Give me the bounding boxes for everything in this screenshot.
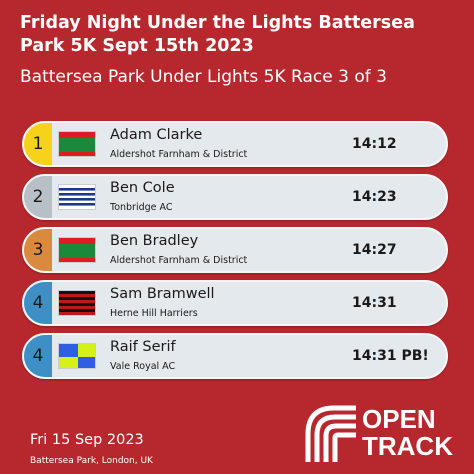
opentrack-wordmark: OPEN TRACK [362,406,453,460]
page-subtitle: Battersea Park Under Lights 5K Race 3 of… [20,67,387,87]
event-location: Battersea Park, London, UK [30,456,153,466]
logo-line-open: OPEN [362,404,436,434]
result-row: 1 Adam Clarke Aldershot Farnham & Distri… [22,121,448,167]
finish-time: 14:31 PB! [352,348,429,364]
event-date: Fri 15 Sep 2023 [30,432,144,448]
athlete-name: Ben Bradley [110,233,199,249]
club-flag [58,290,96,316]
position-badge: 4 [24,282,52,324]
athlete-name: Sam Bramwell [110,286,215,302]
logo-line-track: TRACK [362,431,453,461]
result-row: 3 Ben Bradley Aldershot Farnham & Distri… [22,227,448,273]
athlete-name: Ben Cole [110,180,175,196]
opentrack-logo: OPEN TRACK [304,404,464,468]
result-row: 4 Sam Bramwell Herne Hill Harriers 14:31 [22,280,448,326]
club-name: Tonbridge AC [110,202,173,213]
club-flag [58,184,96,210]
club-flag [58,237,96,263]
finish-time: 14:27 [352,242,397,258]
result-row: 2 Ben Cole Tonbridge AC 14:23 [22,174,448,220]
results-list: 1 Adam Clarke Aldershot Farnham & Distri… [22,121,448,386]
club-name: Vale Royal AC [110,361,176,372]
position-badge: 4 [24,335,52,377]
athlete-name: Raif Serif [110,339,176,355]
page-title: Friday Night Under the Lights Battersea … [20,13,415,56]
position-badge: 1 [24,123,52,165]
finish-time: 14:31 [352,295,397,311]
position-badge: 3 [24,229,52,271]
club-name: Aldershot Farnham & District [110,149,248,160]
result-row: 4 Raif Serif Vale Royal AC 14:31 PB! [22,333,448,379]
club-name: Herne Hill Harriers [110,308,198,319]
athlete-name: Adam Clarke [110,127,203,143]
finish-time: 14:12 [352,136,397,152]
position-badge: 2 [24,176,52,218]
club-flag [58,131,96,157]
track-lanes-icon [305,405,356,462]
club-flag [58,343,96,369]
finish-time: 14:23 [352,189,397,205]
club-name: Aldershot Farnham & District [110,255,248,266]
